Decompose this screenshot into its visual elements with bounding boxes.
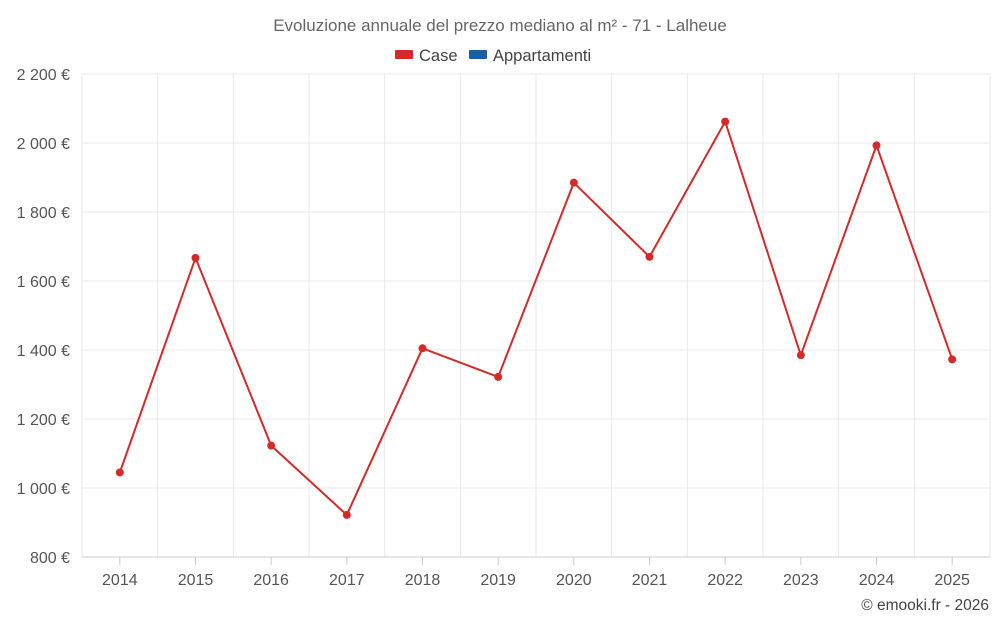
series-line-0	[118, 120, 954, 516]
legend-label-case: Case	[419, 47, 458, 65]
y-tick-label: 2 000 €	[17, 136, 70, 153]
data-point[interactable]	[948, 355, 957, 364]
x-tick-label: 2023	[783, 572, 819, 589]
y-tick-label: 1 800 €	[17, 205, 70, 222]
data-point[interactable]	[115, 468, 124, 477]
y-axis-labels: 800 € 1 000 € 1 200 € 1 400 € 1 600 € 1 800 €…	[17, 67, 70, 567]
x-tick-label: 2022	[707, 572, 743, 589]
data-point[interactable]	[494, 372, 503, 381]
legend-swatch-case	[395, 50, 413, 59]
legend-item-appartamenti[interactable]: Appartamenti	[469, 47, 591, 65]
x-tick-label: 2015	[178, 572, 214, 589]
y-tick-label: 1 600 €	[17, 274, 70, 291]
y-tick-label: 800 €	[30, 550, 70, 567]
data-point[interactable]	[721, 117, 730, 126]
data-point[interactable]	[645, 252, 654, 261]
legend: Case Appartamenti	[395, 47, 591, 65]
data-point[interactable]	[191, 253, 200, 262]
x-tick-label: 2021	[632, 572, 668, 589]
x-tick-label: 2024	[859, 572, 895, 589]
x-tick-label: 2016	[253, 572, 289, 589]
x-tick-label: 2019	[480, 572, 516, 589]
data-point[interactable]	[872, 141, 881, 150]
x-axis-labels: 2014 2015 2016 2017 2018 2019 2020 2021 2022 2023…	[102, 557, 970, 589]
chart-title: Evoluzione annuale del prezzo mediano al…	[273, 16, 727, 35]
y-tick-label: 1 400 €	[17, 343, 70, 360]
legend-label-appartamenti: Appartamenti	[493, 47, 591, 65]
y-tick-label: 1 200 €	[17, 412, 70, 429]
data-point[interactable]	[342, 510, 351, 519]
x-tick-label: 2017	[329, 572, 365, 589]
x-tick-label: 2020	[556, 572, 592, 589]
x-tick-label: 2025	[934, 572, 970, 589]
vertical-grid	[81, 74, 991, 557]
data-point[interactable]	[418, 344, 427, 353]
legend-item-case[interactable]: Case	[395, 47, 458, 65]
x-tick-label: 2014	[102, 572, 138, 589]
credit-text: © emooki.fr - 2026	[861, 597, 989, 614]
data-point[interactable]	[569, 178, 578, 187]
y-tick-label: 2 200 €	[17, 67, 70, 84]
y-tick-label: 1 000 €	[17, 481, 70, 498]
series-layer	[115, 117, 957, 519]
x-tick-label: 2018	[405, 572, 441, 589]
data-point[interactable]	[267, 441, 276, 450]
legend-swatch-appartamenti	[469, 50, 487, 59]
data-point[interactable]	[796, 351, 805, 360]
